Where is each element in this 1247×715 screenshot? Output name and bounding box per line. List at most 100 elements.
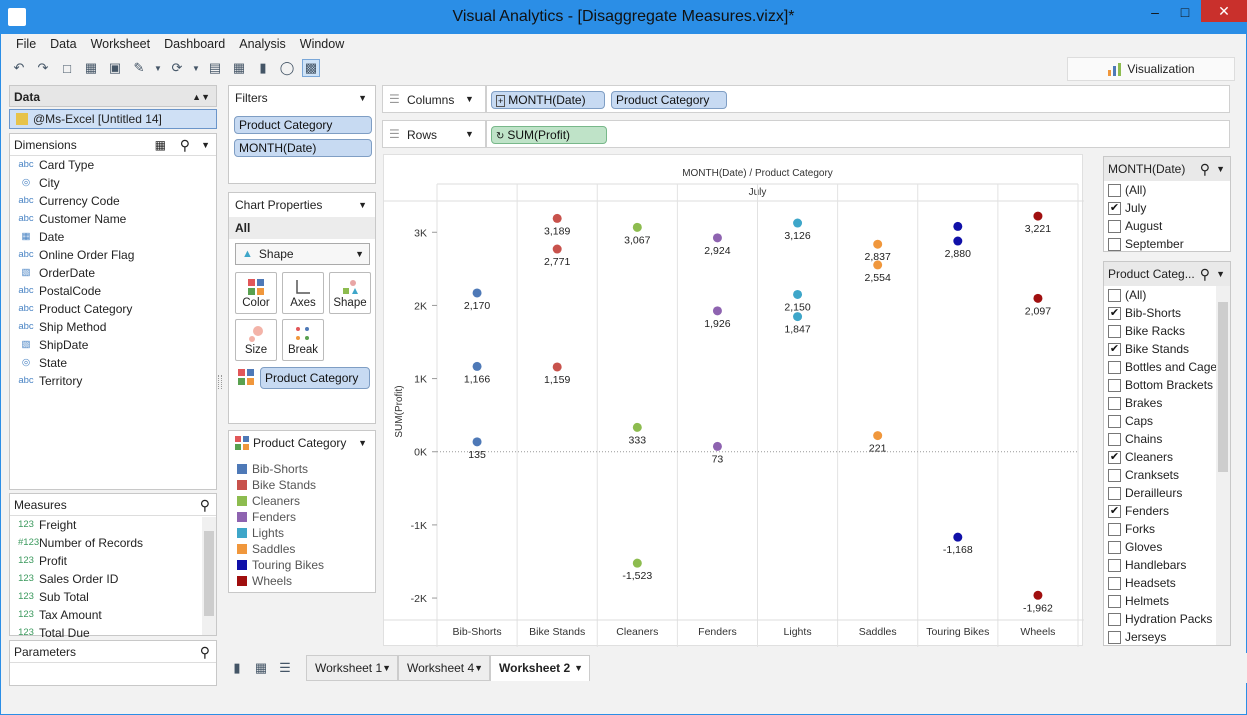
data-point[interactable] [632,422,642,432]
dimension-field[interactable]: abc Card Type [10,156,216,174]
data-point[interactable] [953,236,963,246]
filter-option[interactable]: Forks [1104,520,1230,538]
measure-field[interactable]: #123 Number of Records [10,534,216,552]
dimension-field[interactable]: ▧ ShipDate [10,336,216,354]
dropdown-arrow-icon[interactable]: ▼ [201,140,210,150]
dimension-field[interactable]: abc Ship Method [10,318,216,336]
filter-option[interactable]: Bike Racks [1104,322,1230,340]
measure-field[interactable]: 123 Sales Order ID [10,570,216,588]
checkbox-unchecked[interactable] [1108,468,1121,482]
checkbox-checked[interactable]: ✔ [1108,504,1121,518]
dropdown-arrow-icon[interactable]: ▼ [358,200,367,210]
data-point[interactable] [1033,590,1043,600]
minimize-button[interactable]: – [1151,4,1159,20]
data-point[interactable] [873,260,883,270]
filter-option[interactable]: Handlebars [1104,556,1230,574]
checkbox-unchecked[interactable] [1108,237,1121,251]
columns-pill-product-category[interactable]: Product Category [611,91,727,109]
menu-analysis[interactable]: Analysis [239,37,286,51]
checkbox-checked[interactable]: ✔ [1108,342,1121,356]
search-icon[interactable]: ⚲ [1199,161,1210,177]
data-point[interactable] [953,221,963,231]
measure-field[interactable]: 123 Sub Total [10,588,216,606]
checkbox-unchecked[interactable] [1108,486,1121,500]
data-source[interactable]: @Ms-Excel [Untitled 14] [9,109,217,129]
legend-item[interactable]: Saddles [229,541,375,557]
filter-option[interactable]: Hydration Packs [1104,610,1230,628]
redo-icon[interactable]: ↷ [37,60,49,75]
filter-option[interactable]: (All) [1104,181,1230,199]
measure-field[interactable]: 123 Freight [10,516,216,534]
checkbox-unchecked[interactable] [1108,594,1121,608]
dimension-field[interactable]: abc Currency Code [10,192,216,210]
filter-option[interactable]: Derailleurs [1104,484,1230,502]
data-point[interactable] [472,361,482,371]
data-point[interactable] [552,362,562,372]
dimension-field[interactable]: ◎ State [10,354,216,372]
data-point[interactable] [552,213,562,223]
checkbox-unchecked[interactable] [1108,288,1121,302]
chevron-down-icon[interactable]: ▼ [382,663,391,673]
measures-scrollbar[interactable] [202,517,216,635]
data-point[interactable] [793,218,803,228]
tab-worksheet-4[interactable]: Worksheet 4 ▼ [398,655,490,681]
data-point[interactable] [712,306,722,316]
data-point[interactable] [873,431,883,441]
checkbox-unchecked[interactable] [1108,558,1121,572]
dropdown-arrow-icon[interactable]: ▼ [154,63,162,73]
data-point[interactable] [1033,293,1043,303]
dropdown-arrow-icon[interactable]: ▼ [358,438,367,448]
color-field-pill[interactable]: Product Category [260,367,370,389]
color-button[interactable]: Color [235,272,277,314]
filter-option[interactable]: Bottom Brackets [1104,376,1230,394]
legend-item[interactable]: Touring Bikes [229,557,375,573]
dimension-field[interactable]: abc Territory [10,372,216,390]
lasso-icon[interactable]: ◯ [279,60,295,75]
checkbox-checked[interactable]: ✔ [1108,306,1121,320]
filter-pill-product-category[interactable]: Product Category [234,116,372,134]
connect-data-icon[interactable]: ✎ [133,60,145,75]
new-file-icon[interactable]: □ [63,60,71,76]
axes-button[interactable]: Axes [282,272,324,314]
menu-window[interactable]: Window [299,37,345,51]
dimension-field[interactable]: ◎ City [10,174,216,192]
checkbox-unchecked[interactable] [1108,219,1121,233]
checkbox-unchecked[interactable] [1108,396,1121,410]
search-icon[interactable]: ⚲ [1199,266,1210,282]
checkbox-unchecked[interactable] [1108,576,1121,590]
panel-splitter[interactable] [218,375,222,389]
show-labels-icon[interactable]: ▩ [302,59,320,77]
new-dashboard-icon[interactable]: ▦ [232,60,246,75]
filter-option[interactable]: ✔ Bike Stands [1104,340,1230,358]
filter-pill-month-date[interactable]: MONTH(Date) [234,139,372,157]
data-point[interactable] [632,558,642,568]
chevron-down-icon[interactable]: ▼ [574,663,583,673]
rows-pill-sum-profit[interactable]: ↻ SUM(Profit) [491,126,607,144]
data-point[interactable] [793,289,803,299]
data-point[interactable] [712,233,722,243]
rows-shelf[interactable]: ↻ SUM(Profit) [486,120,1230,148]
data-point[interactable] [472,288,482,298]
measure-field[interactable]: 123 Tax Amount [10,606,216,624]
table-view-icon[interactable]: ▦ [154,138,166,152]
measure-field[interactable]: 123 Profit [10,552,216,570]
new-worksheet-icon[interactable]: ▤ [208,60,222,75]
menu-worksheet[interactable]: Worksheet [90,37,151,51]
tab-worksheet-1[interactable]: Worksheet 1 ▼ [306,655,398,681]
close-button[interactable]: ✕ [1201,0,1247,22]
dimension-field[interactable]: abc Online Order Flag [10,246,216,264]
dimension-field[interactable]: abc Product Category [10,300,216,318]
dimension-field[interactable]: ▦ Date [10,228,216,246]
chart-properties-all[interactable]: All [229,217,375,239]
save-icon[interactable]: ▣ [108,60,122,75]
dropdown-arrow-icon[interactable]: ▼ [465,129,474,139]
checkbox-unchecked[interactable] [1108,612,1121,626]
measure-field[interactable]: 123 Total Due [10,624,216,642]
columns-shelf[interactable]: + MONTH(Date) Product Category [486,85,1230,113]
checkbox-unchecked[interactable] [1108,522,1121,536]
filter-option[interactable]: Caps [1104,412,1230,430]
checkbox-unchecked[interactable] [1108,414,1121,428]
dropdown-arrow-icon[interactable]: ▼ [1216,269,1225,279]
checkbox-unchecked[interactable] [1108,432,1121,446]
menu-file[interactable]: File [16,37,37,51]
